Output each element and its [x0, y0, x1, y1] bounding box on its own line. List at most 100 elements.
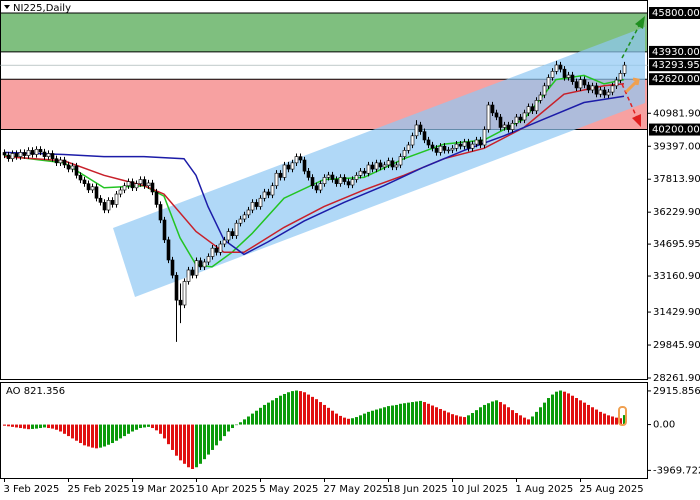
- ao-bar: [155, 424, 158, 431]
- candle-body: [454, 143, 459, 149]
- ao-bar: [283, 393, 286, 425]
- down-arrow: [621, 83, 638, 119]
- candle-body: [382, 164, 387, 168]
- ao-bar: [75, 424, 78, 441]
- ao-bar: [15, 424, 18, 428]
- candle-body: [254, 202, 259, 207]
- ao-bar: [343, 417, 346, 425]
- candle-body: [238, 218, 243, 224]
- ao-bar: [91, 424, 94, 448]
- candle-body: [546, 77, 551, 87]
- candle-body: [94, 186, 99, 199]
- candle-body: [322, 177, 327, 184]
- ao-bar: [203, 424, 206, 460]
- candle-body: [350, 179, 355, 186]
- ao-bar: [407, 402, 410, 425]
- ao-bar: [67, 424, 70, 437]
- candle-body: [410, 135, 415, 146]
- ao-bar: [167, 424, 170, 445]
- y-tick-label: 34695.95: [653, 239, 700, 250]
- candle-body: [558, 64, 563, 70]
- candle-body: [422, 131, 427, 141]
- ao-bar: [431, 405, 434, 425]
- candle-body: [182, 281, 187, 306]
- candle-body: [42, 151, 47, 157]
- candle-body: [390, 160, 395, 168]
- ao-bar: [239, 422, 242, 425]
- candle-body: [138, 179, 143, 184]
- candle-body: [534, 100, 539, 112]
- ao-bar: [231, 424, 234, 429]
- ao-bar: [563, 391, 566, 425]
- candle-body: [330, 174, 335, 180]
- ao-bar: [295, 390, 298, 425]
- candle-body: [406, 144, 411, 151]
- ao-bar: [243, 419, 246, 425]
- candle-body: [102, 202, 107, 211]
- ao-bar: [251, 413, 254, 425]
- ao-bar: [159, 424, 162, 434]
- ao-bar: [435, 407, 438, 425]
- candle-body: [498, 116, 503, 128]
- ao-bar: [263, 404, 266, 425]
- candle-body: [142, 179, 147, 187]
- ao-bar: [559, 390, 562, 425]
- y-tick-label: 28261.90: [653, 373, 700, 384]
- candle-body: [462, 141, 467, 147]
- candle-body: [402, 150, 407, 157]
- candle-body: [438, 145, 443, 153]
- ao-bar: [475, 410, 478, 425]
- ao-bar: [279, 395, 282, 425]
- ao-bar: [259, 407, 262, 425]
- candle-body: [398, 156, 403, 166]
- candle-body: [414, 124, 419, 137]
- ao-bar: [63, 424, 66, 434]
- candle-body: [310, 177, 315, 187]
- ao-bar: [471, 413, 474, 425]
- trend-channel: [113, 27, 645, 297]
- level-label-bg: [649, 73, 700, 86]
- ao-bar: [523, 417, 526, 425]
- ao-bar: [583, 402, 586, 425]
- ao-bar: [331, 410, 334, 425]
- zone: [1, 13, 647, 52]
- candle-body: [618, 73, 623, 81]
- ao-bar: [127, 424, 130, 434]
- ao-bar: [43, 424, 46, 428]
- ao-bar: [551, 394, 554, 425]
- candle-body: [122, 185, 127, 191]
- ao-bar: [315, 399, 318, 425]
- candle-body: [574, 81, 579, 89]
- candle-body: [506, 124, 511, 130]
- ao-bar: [531, 416, 534, 425]
- candle-body: [262, 191, 267, 199]
- ao-bar: [31, 424, 34, 429]
- level-label-bg: [649, 7, 700, 20]
- ao-bar: [183, 424, 186, 464]
- ao-bar: [387, 406, 390, 425]
- ao-bar: [499, 402, 502, 425]
- ao-bar: [483, 404, 486, 425]
- candle-body: [442, 145, 447, 151]
- x-tick-label: 10 Jul 2025: [452, 484, 509, 495]
- ao-bar: [147, 424, 150, 427]
- level-label: 42620.00: [652, 74, 700, 85]
- ao-bar: [423, 402, 426, 425]
- candle-body: [542, 85, 547, 96]
- candle-body: [346, 181, 351, 186]
- candle-body: [22, 152, 27, 156]
- candle-body: [338, 177, 343, 184]
- ao-bar: [171, 424, 174, 450]
- candle-body: [430, 144, 435, 149]
- candle-body: [370, 164, 375, 170]
- ao-bar: [255, 410, 258, 425]
- candle-body: [10, 153, 15, 159]
- candle-body: [118, 189, 123, 195]
- candle-body: [46, 153, 51, 157]
- ao-bar: [99, 424, 102, 448]
- current-price-label: 43293.95: [652, 60, 700, 71]
- candle-body: [522, 112, 527, 121]
- ao-bar: [199, 424, 202, 464]
- ao-bar: [27, 424, 30, 430]
- x-tick-label: 5 May 2025: [260, 484, 319, 495]
